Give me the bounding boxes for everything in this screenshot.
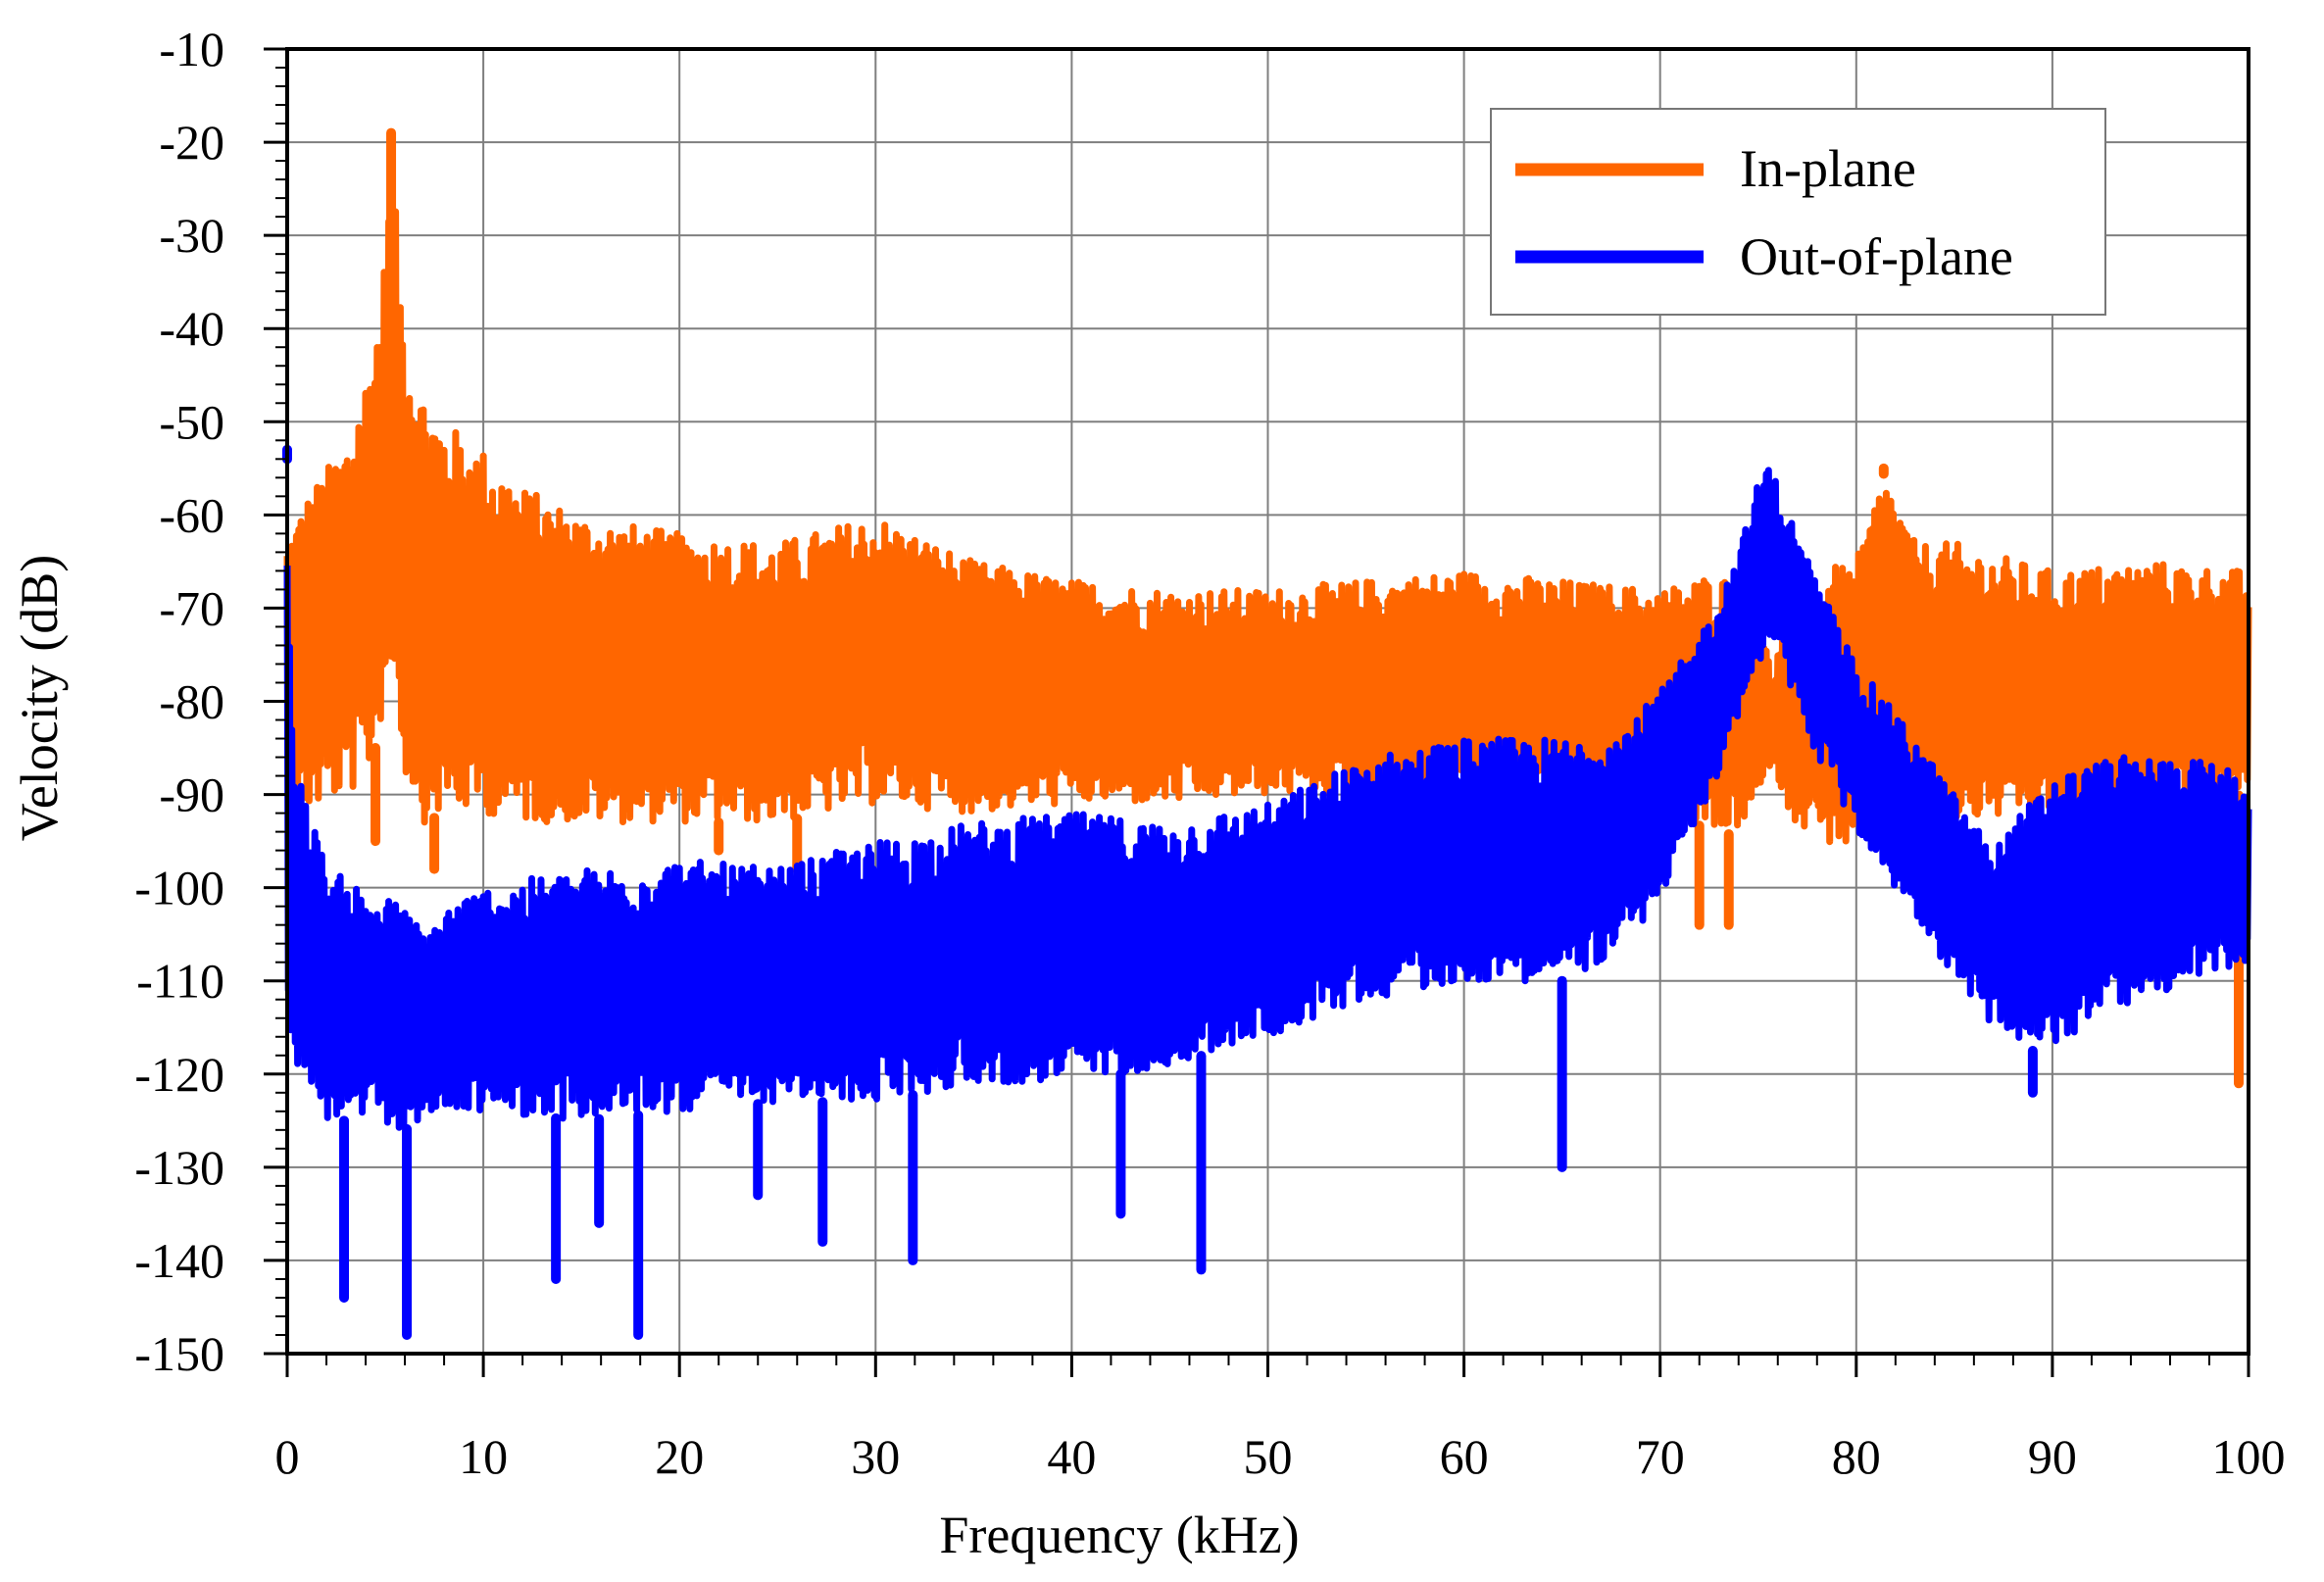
y-tick-label: -100 [134,861,224,915]
y-tick-label: -50 [159,394,224,449]
y-axis-title: Velocity (dB) [10,555,69,841]
y-tick-label: -10 [159,22,224,76]
y-axis-ticks: -10 -20 -30 -40 -50 -60 -70 -80 -90 -100 -110 -120 -… [134,22,287,1381]
legend-label-in-plane: In-plane [1740,139,1916,198]
legend: In-plane Out-of-plane [1490,108,2106,316]
y-tick-label: -120 [134,1047,224,1102]
series-line-out-of-plane [283,467,2252,1131]
y-tick-label: -140 [134,1233,224,1288]
y-tick-label: -60 [159,487,224,542]
legend-label-out-of-plane: Out-of-plane [1740,227,2013,286]
x-tick-label: 100 [2212,1429,2286,1484]
x-axis-title: Frequency (kHz) [939,1506,1299,1564]
x-tick-label: 90 [2028,1429,2077,1484]
y-tick-label: -40 [159,301,224,356]
y-tick-label: -20 [159,115,224,170]
x-tick-label: 30 [851,1429,900,1484]
x-tick-label: 20 [655,1429,704,1484]
x-tick-label: 50 [1244,1429,1293,1484]
y-tick-label: -110 [136,954,224,1009]
x-tick-label: 80 [1832,1429,1881,1484]
x-tick-label: 70 [1636,1429,1685,1484]
x-tick-label: 60 [1440,1429,1489,1484]
x-tick-label: 0 [275,1429,300,1484]
x-tick-label: 40 [1047,1429,1096,1484]
y-tick-label: -80 [159,674,224,729]
series-layer [282,127,2252,1340]
y-tick-label: -30 [159,208,224,263]
y-tick-label: -70 [159,580,224,635]
y-tick-label: -150 [134,1326,224,1381]
y-tick-label: -130 [134,1140,224,1195]
x-axis-ticks: 0 10 20 30 40 50 60 70 80 90 100 [275,1354,2286,1484]
x-tick-label: 10 [459,1429,508,1484]
legend-box [1490,108,2106,316]
y-tick-label: -90 [159,767,224,822]
series-line-in-plane [283,154,2252,846]
